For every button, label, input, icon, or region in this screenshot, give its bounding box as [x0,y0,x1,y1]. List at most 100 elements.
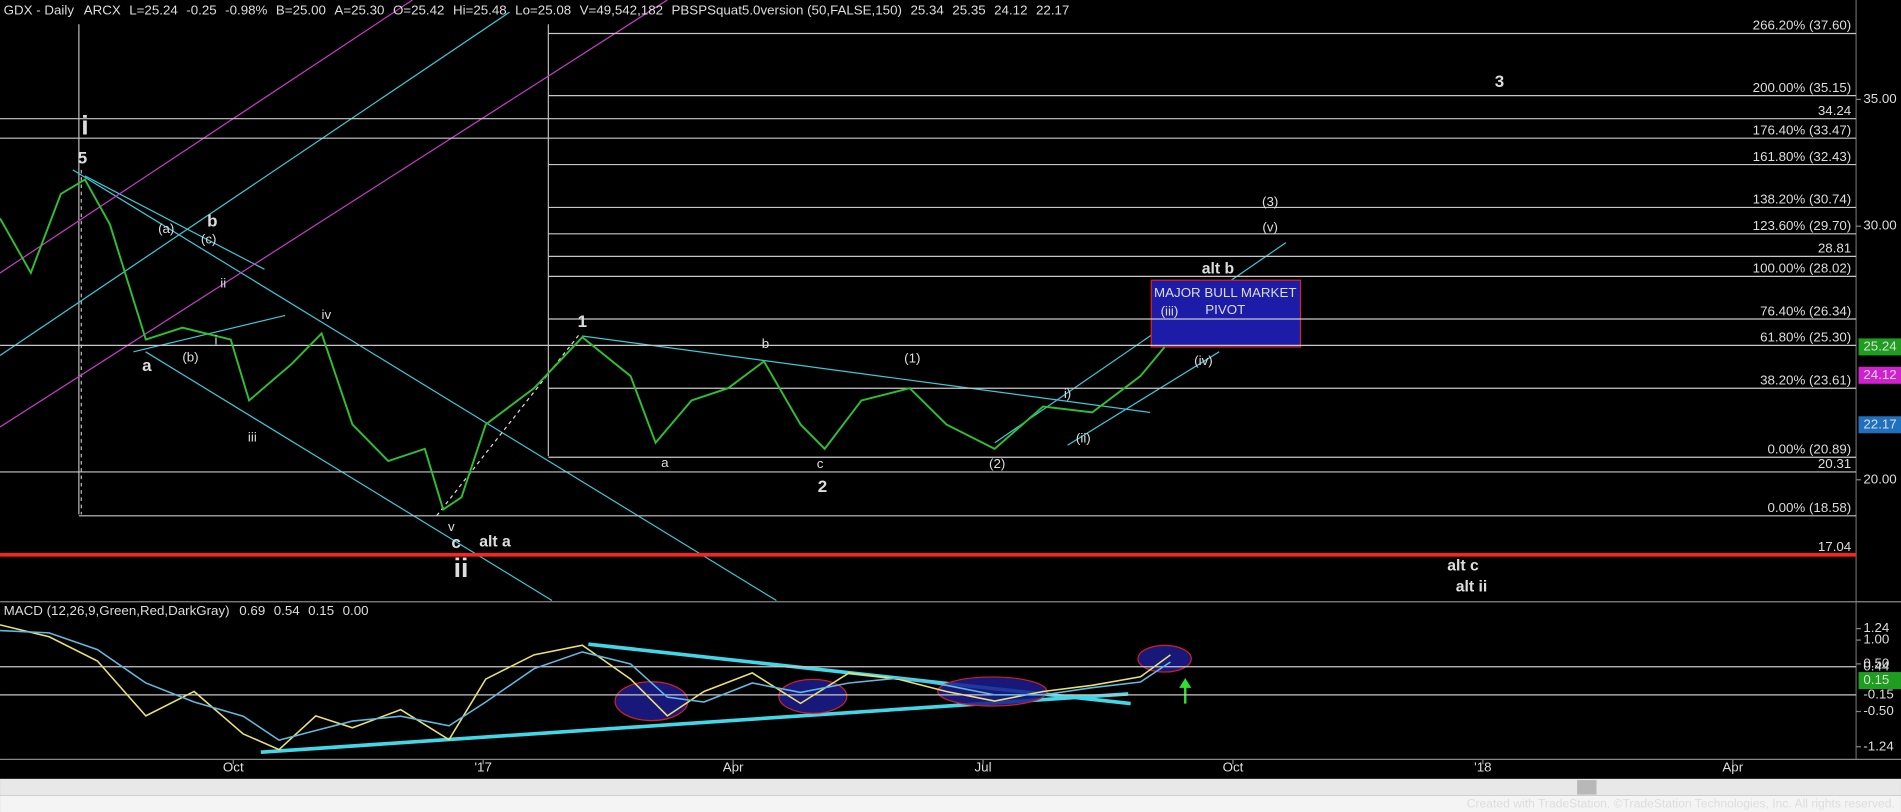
wave-label: alt a [479,533,511,550]
level-label: 28.81 [1818,241,1851,256]
y-tick-label: -0.50 [1863,703,1893,718]
wave-label: c [817,456,824,471]
footer-bar [0,795,1901,812]
y-tick-label: -1.24 [1863,738,1894,753]
y-tick-label: 0.50 [1863,655,1889,670]
level-label: 38.20% (23.61) [1760,372,1851,387]
quote-item: A=25.30 [334,2,384,17]
x-tick-label: Apr [1722,759,1743,774]
price-tag [1858,338,1901,356]
wave-label: (iv) [1194,353,1213,368]
x-tick-label: '18 [1474,759,1491,774]
level-label: 176.40% (33.47) [1753,122,1852,137]
wave-label: ii [220,275,226,290]
wave-label: iii [248,429,257,444]
level-label: -0.15 [1863,686,1893,701]
quote-item: V=49,542,182 [580,2,663,17]
x-tick-label: Jul [975,759,992,774]
pivot-box [1150,279,1302,348]
trend-line [436,333,581,516]
level-label: 0.44 [1863,658,1890,673]
wave-label: (2) [989,456,1005,471]
quote-item: Hi=25.48 [453,2,507,17]
quote-item: 22.17 [1036,2,1069,17]
wave-label: b [762,336,769,351]
pivot-text: PIVOT [1205,302,1245,317]
level-label: 20.31 [1818,456,1851,471]
quote-item: Lo=25.08 [515,2,571,17]
x-tick-label: '17 [475,759,492,774]
series-line [0,629,1171,741]
series-line [0,178,1166,512]
pivot-text: MAJOR BULL MARKET [1154,285,1296,300]
wave-label: 3 [1495,72,1504,91]
quote-item: L=25.24 [129,2,178,17]
price-tag [1858,416,1901,434]
x-tick-label: Oct [1223,759,1244,774]
chart-title: GDX - Daily [4,2,75,17]
wave-label: 5 [78,148,87,167]
footer: Created with TradeStation. ©TradeStation… [1467,796,1895,810]
price-tag-label: 22.17 [1863,416,1896,431]
level-label: 161.80% (32.43) [1753,149,1852,164]
quote-item: ARCX [84,2,121,17]
x-tick-label: Oct [223,759,244,774]
x-tick-label: Apr [723,759,744,774]
y-tick-label: 20.00 [1863,471,1896,486]
level-label: 138.20% (30.74) [1753,192,1852,207]
level-label: 200.00% (35.15) [1753,80,1852,95]
wave-label: c [451,533,460,552]
level-label: 34.24 [1818,103,1852,118]
wave-label: 2 [818,477,827,496]
quote-item: 25.34 [910,2,944,17]
quote-item: -0.98% [225,2,267,17]
price-tag [1858,366,1901,384]
scrollbar-thumb[interactable] [1577,780,1597,795]
wave-label: alt c [1447,558,1479,575]
legend-value: 0.15 [308,603,334,618]
y-tick-label: 30.00 [1863,218,1896,233]
level-label: 76.40% (26.34) [1760,303,1851,318]
wave-label: i [214,332,217,347]
price-tag-label: 24.12 [1863,367,1896,382]
legend-value: 0.00 [343,603,369,618]
level-label: 61.80% (25.30) [1760,330,1851,345]
wave-label: i) [1064,386,1071,401]
quote-item: O=25.42 [393,2,445,17]
level-label: 100.00% (28.02) [1753,261,1852,276]
wave-label: iv [322,307,332,322]
level-label: 266.20% (37.60) [1753,18,1852,33]
wave-label: (c) [201,232,217,247]
wave-label: alt ii [1456,578,1488,595]
wave-label: (v) [1262,220,1278,235]
wave-label: i [81,110,88,140]
trend-lines [0,0,668,428]
wave-label: (b) [182,349,198,364]
macd-ellipses [614,644,1192,722]
level-label: 0.00% (18.58) [1768,500,1852,515]
scrollbar[interactable] [0,778,1901,796]
quote-item: PBSPSquat5.0version (50,FALSE,150) [672,2,902,17]
wave-label: (3) [1262,194,1278,209]
wave-label: alt b [1202,260,1234,277]
level-label: 0.00% (20.89) [1768,441,1852,456]
level-label: 123.60% (29.70) [1753,218,1852,233]
legend-value: 0.69 [239,603,265,618]
macd-title: MACD (12,26,9,Green,Red,DarkGray) [4,603,230,618]
price-tag [1858,672,1901,690]
y-tick-label: 1.00 [1863,632,1889,647]
wave-label: a [142,356,152,375]
wave-label: ii [454,553,469,583]
series-line [0,624,1171,751]
wave-label: (1) [904,351,920,366]
legend-value: 0.54 [274,603,301,618]
price-tag-label: 25.24 [1863,338,1897,353]
wave-label: (iii) [1161,303,1179,318]
quote-item: -0.25 [186,2,216,17]
quote-item: B=25.00 [276,2,326,17]
quote-item: 24.12 [994,2,1027,17]
wave-label: b [207,211,217,230]
